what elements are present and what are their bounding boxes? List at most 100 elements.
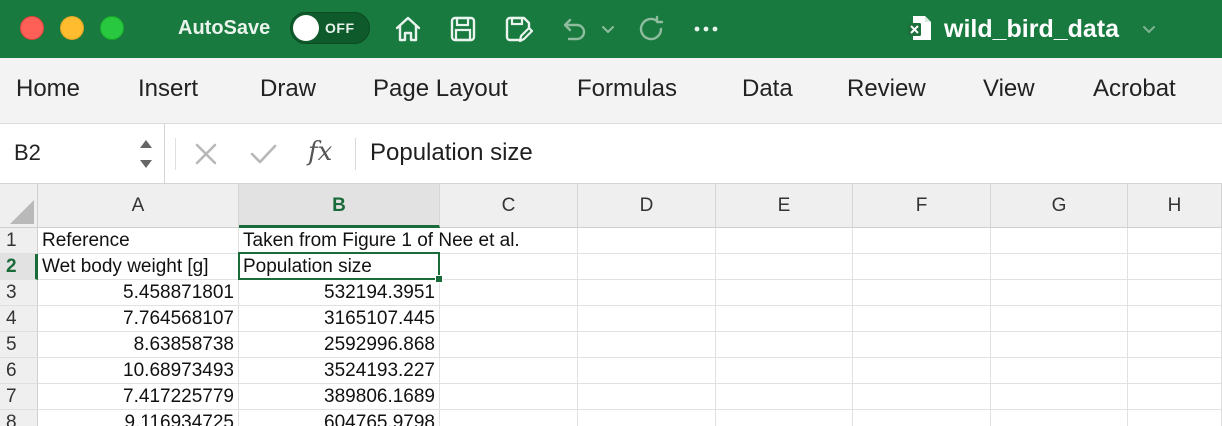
cell-d7[interactable]	[578, 384, 716, 410]
cell-c4[interactable]	[440, 306, 578, 332]
row-header[interactable]: 6	[0, 358, 38, 384]
column-header-c[interactable]: C	[440, 184, 578, 228]
cell-b7[interactable]: 389806.1689	[239, 384, 440, 410]
column-header-a[interactable]: A	[38, 184, 239, 228]
cell-h1[interactable]	[1128, 228, 1222, 254]
cell-c5[interactable]	[440, 332, 578, 358]
cell-g3[interactable]	[991, 280, 1128, 306]
cell-h2[interactable]	[1128, 254, 1222, 280]
cell-h5[interactable]	[1128, 332, 1222, 358]
cell-a4[interactable]: 7.764568107	[38, 306, 239, 332]
cell-b2[interactable]: Population size	[239, 254, 440, 280]
formula-input[interactable]: Population size	[370, 139, 533, 166]
cell-a3[interactable]: 5.458871801	[38, 280, 239, 306]
column-header-e[interactable]: E	[716, 184, 853, 228]
cell-e5[interactable]	[716, 332, 853, 358]
cell-e2[interactable]	[716, 254, 853, 280]
cell-d4[interactable]	[578, 306, 716, 332]
tab-page-layout[interactable]: Page Layout	[373, 75, 508, 102]
close-window-button[interactable]	[20, 16, 44, 40]
tab-view[interactable]: View	[983, 75, 1035, 102]
chevron-down-icon[interactable]	[1140, 20, 1158, 38]
cell-c6[interactable]	[440, 358, 578, 384]
fill-handle[interactable]	[435, 275, 443, 283]
select-all-button[interactable]	[0, 184, 38, 228]
column-header-g[interactable]: G	[991, 184, 1128, 228]
tab-home[interactable]: Home	[16, 75, 81, 102]
cell-e7[interactable]	[716, 384, 853, 410]
autosave-toggle[interactable]: OFF	[290, 12, 370, 44]
cell-d8[interactable]	[578, 410, 716, 426]
cell-g5[interactable]	[991, 332, 1128, 358]
row-header[interactable]: 8	[0, 410, 38, 426]
cell-c8[interactable]	[440, 410, 578, 426]
cell-e1[interactable]	[716, 228, 853, 254]
undo-icon[interactable]	[555, 11, 591, 47]
tab-acrobat[interactable]: Acrobat	[1093, 75, 1176, 102]
save-icon[interactable]	[445, 11, 481, 47]
cell-c7[interactable]	[440, 384, 578, 410]
tab-insert[interactable]: Insert	[138, 75, 199, 102]
cell-d3[interactable]	[578, 280, 716, 306]
column-header-f[interactable]: F	[853, 184, 991, 228]
cell-b6[interactable]: 3524193.227	[239, 358, 440, 384]
cell-f1[interactable]	[853, 228, 991, 254]
home-icon[interactable]	[390, 11, 426, 47]
cell-e8[interactable]	[716, 410, 853, 426]
cell-f4[interactable]	[853, 306, 991, 332]
cell-a2[interactable]: Wet body weight [g]	[38, 254, 239, 280]
column-header-d[interactable]: D	[578, 184, 716, 228]
cell-g1[interactable]	[991, 228, 1128, 254]
row-header[interactable]: 7	[0, 384, 38, 410]
row-header[interactable]: 3	[0, 280, 38, 306]
cell-a5[interactable]: 8.63858738	[38, 332, 239, 358]
cell-f3[interactable]	[853, 280, 991, 306]
row-header[interactable]: 4	[0, 306, 38, 332]
cell-a6[interactable]: 10.68973493	[38, 358, 239, 384]
name-box-stepper-icon[interactable]	[137, 134, 155, 174]
cell-c3[interactable]	[440, 280, 578, 306]
cell-h6[interactable]	[1128, 358, 1222, 384]
cell-g8[interactable]	[991, 410, 1128, 426]
cell-b4[interactable]: 3165107.445	[239, 306, 440, 332]
cell-d1[interactable]	[578, 228, 716, 254]
insert-function-button[interactable]: fx	[308, 137, 333, 167]
cell-a8[interactable]: 9.116934725	[38, 410, 239, 426]
cell-h4[interactable]	[1128, 306, 1222, 332]
cell-h3[interactable]	[1128, 280, 1222, 306]
tab-review[interactable]: Review	[847, 75, 926, 102]
cell-g2[interactable]	[991, 254, 1128, 280]
cell-e3[interactable]	[716, 280, 853, 306]
cell-b3[interactable]: 532194.3951	[239, 280, 440, 306]
cell-b8[interactable]: 604765.9798	[239, 410, 440, 426]
undo-dropdown-icon[interactable]	[598, 11, 618, 47]
cell-d6[interactable]	[578, 358, 716, 384]
row-header[interactable]: 5	[0, 332, 38, 358]
cell-g7[interactable]	[991, 384, 1128, 410]
cell-d2[interactable]	[578, 254, 716, 280]
minimize-window-button[interactable]	[60, 16, 84, 40]
cell-h8[interactable]	[1128, 410, 1222, 426]
cell-c1[interactable]	[440, 228, 578, 254]
cell-e4[interactable]	[716, 306, 853, 332]
cell-f6[interactable]	[853, 358, 991, 384]
cell-a7[interactable]: 7.417225779	[38, 384, 239, 410]
save-as-icon[interactable]	[500, 11, 536, 47]
enter-check-icon[interactable]	[247, 138, 279, 170]
more-icon[interactable]	[688, 11, 724, 47]
zoom-window-button[interactable]	[100, 16, 124, 40]
cell-f7[interactable]	[853, 384, 991, 410]
document-title[interactable]: wild_bird_data	[944, 15, 1120, 43]
tab-data[interactable]: Data	[742, 75, 793, 102]
redo-icon[interactable]	[634, 11, 670, 47]
cell-a1[interactable]: Reference	[38, 228, 239, 254]
tab-formulas[interactable]: Formulas	[577, 75, 678, 102]
cell-h7[interactable]	[1128, 384, 1222, 410]
column-header-h[interactable]: H	[1128, 184, 1222, 228]
column-header-b[interactable]: B	[239, 184, 440, 228]
tab-draw[interactable]: Draw	[260, 75, 317, 102]
cell-g6[interactable]	[991, 358, 1128, 384]
cancel-icon[interactable]	[190, 138, 222, 170]
cell-b1[interactable]: Taken from Figure 1 of Nee et al.	[239, 228, 520, 254]
cell-f2[interactable]	[853, 254, 991, 280]
